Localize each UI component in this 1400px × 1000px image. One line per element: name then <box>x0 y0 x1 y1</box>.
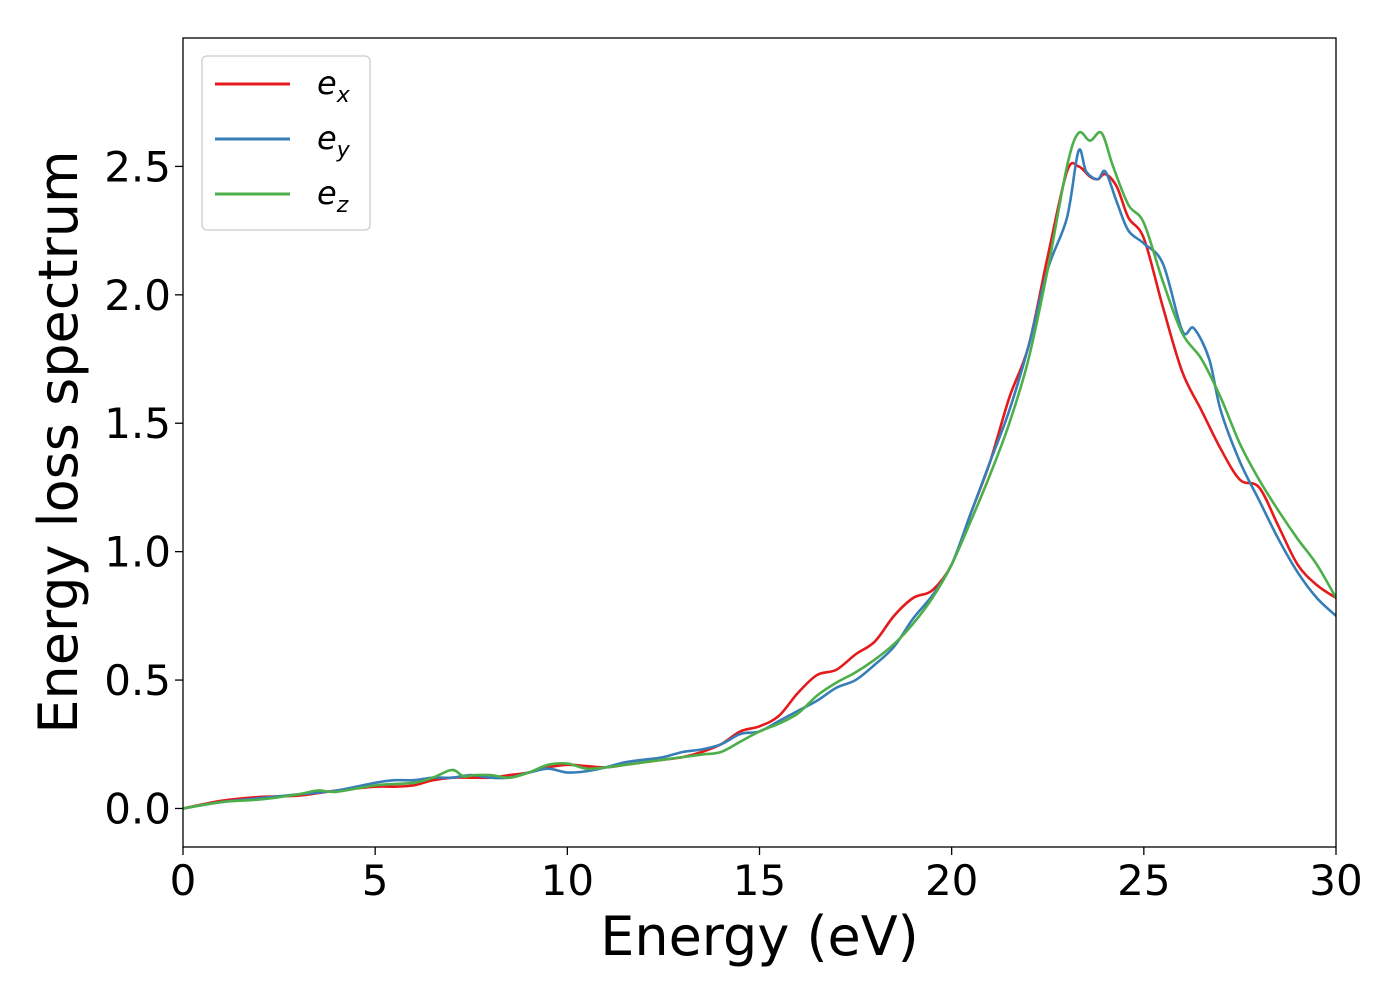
y-tick-label: 1.5 <box>104 399 171 448</box>
y-tick-label: 2.5 <box>104 142 171 191</box>
y-axis-title: Energy loss spectrum <box>27 150 90 733</box>
x-tick-label: 15 <box>733 856 786 905</box>
x-axis-title: Energy (eV) <box>600 905 919 968</box>
x-tick-label: 25 <box>1117 856 1170 905</box>
y-tick-label: 0.0 <box>104 784 171 833</box>
series-layer <box>183 130 1336 810</box>
x-tick-label: 20 <box>925 856 978 905</box>
legend-label-x: ex <box>317 64 351 108</box>
y-axis: 0.0 0.5 1.0 1.5 2.0 2.5 <box>104 142 183 833</box>
x-tick-label: 5 <box>362 856 389 905</box>
series-line-y <box>183 148 1336 810</box>
series-line-z <box>183 130 1336 810</box>
series-line-x <box>183 161 1336 810</box>
x-tick-label: 0 <box>170 856 197 905</box>
legend-label-y: ey <box>317 119 351 163</box>
legend: ex ey ez <box>201 55 371 231</box>
x-tick-label: 10 <box>541 856 594 905</box>
legend-box <box>201 55 371 231</box>
x-tick-label: 30 <box>1309 856 1362 905</box>
legend-label-z: ez <box>317 174 349 218</box>
x-axis: 0 5 10 15 20 25 30 <box>170 847 1363 905</box>
y-tick-label: 1.0 <box>104 528 171 577</box>
y-tick-label: 2.0 <box>104 271 171 320</box>
y-tick-label: 0.5 <box>104 656 171 705</box>
